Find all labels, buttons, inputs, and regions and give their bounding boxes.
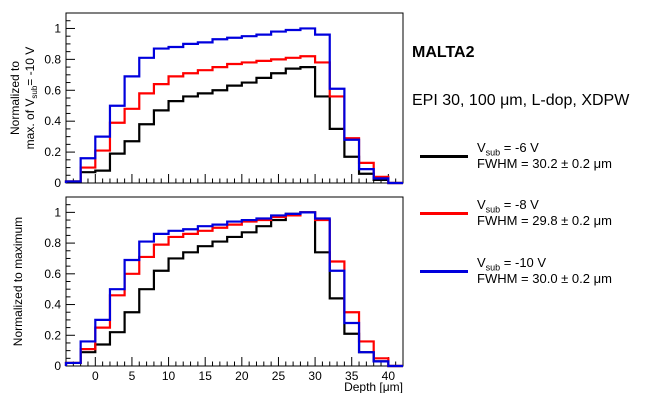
chart-subtitle: EPI 30, 100 μm, L-dop, XDPW	[412, 92, 630, 109]
y-tick-label: 0.6	[44, 267, 61, 281]
legend-swatch	[420, 270, 468, 273]
x-tick-label: 5	[129, 369, 136, 383]
y-tick-label: 0.8	[44, 52, 61, 66]
y-tick-label: 0	[54, 359, 61, 373]
x-axis-label: Depth [μm]	[344, 380, 403, 393]
y-tick-label: 0.8	[44, 236, 61, 250]
top-panel: 0 0.2 0.4 0.6 0.8 1 Normalized to max. of Vsub=…	[8, 12, 404, 190]
legend-label: Vsub = -8 V	[477, 197, 539, 215]
legend-label: Vsub = -6 V	[477, 140, 539, 158]
x-tick-label: 10	[162, 369, 176, 383]
y-tick-label: 0.4	[44, 114, 61, 128]
y-axis-label-line1: Normalized to	[8, 61, 22, 135]
histogram-series	[64, 211, 403, 368]
legend-fwhm: FWHM = 29.8 ± 0.2 μm	[477, 213, 612, 228]
x-tick-label: 30	[308, 369, 322, 383]
y-tick-label: 0.6	[44, 83, 61, 97]
x-tick-label: 15	[199, 369, 213, 383]
y-axis-label-line2: max. of Vsub= -10 V	[23, 47, 39, 150]
legend-entry-vsub-8: Vsub = -8 V FWHM = 29.8 ± 0.2 μm	[420, 197, 650, 241]
y-tick-label: 0.2	[44, 145, 61, 159]
legend-label: Vsub = -10 V	[477, 255, 547, 273]
x-tick-label: 35	[345, 369, 359, 383]
x-tick-label: 40	[382, 369, 396, 383]
y-tick-label: 0	[54, 176, 61, 190]
legend-swatch	[420, 155, 468, 158]
legend-entry-vsub-6: Vsub = -6 V FWHM = 30.2 ± 0.2 μm	[420, 140, 650, 184]
y-tick-label: 0.2	[44, 328, 61, 342]
y-axis-label: Normalized to maximum	[11, 217, 25, 346]
histogram-series	[64, 65, 403, 185]
legend-swatch	[420, 212, 468, 215]
legend-fwhm: FWHM = 30.2 ± 0.2 μm	[477, 156, 612, 171]
histogram-series	[64, 55, 403, 185]
legend-entry-vsub-10: Vsub = -10 V FWHM = 30.0 ± 0.2 μm	[420, 255, 650, 299]
y-tick-label: 1	[54, 205, 61, 219]
y-tick-label: 1	[54, 21, 61, 35]
x-tick-label: 0	[92, 369, 99, 383]
x-tick-label: 20	[235, 369, 249, 383]
histogram-series	[64, 27, 403, 185]
x-tick-label: 25	[272, 369, 286, 383]
legend-fwhm: FWHM = 30.0 ± 0.2 μm	[477, 271, 612, 286]
chart-title: MALTA2	[412, 44, 475, 61]
y-tick-label: 0.4	[44, 298, 61, 312]
